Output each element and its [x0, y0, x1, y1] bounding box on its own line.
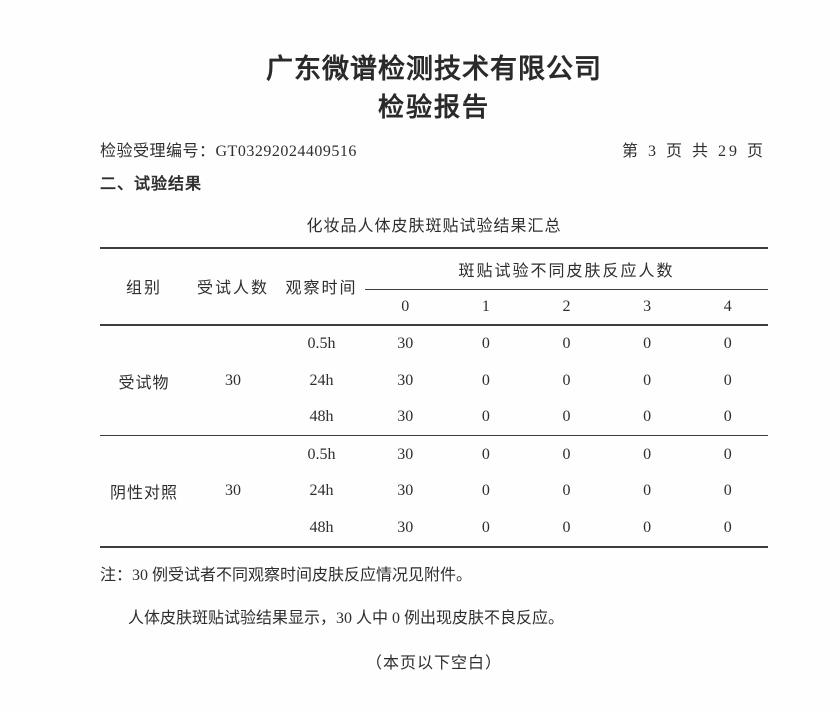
- value-cell: 0: [723, 518, 732, 536]
- column-header-group: 组别: [100, 247, 188, 326]
- table-subheader-row: 0 1 2 3 4: [100, 289, 768, 326]
- time-cell: 24h: [309, 371, 334, 389]
- value-cell: 0: [643, 371, 652, 389]
- time-cell: 48h: [309, 518, 334, 536]
- value-cell: 0: [643, 518, 652, 536]
- column-header-level-2: 2: [526, 289, 607, 326]
- value-cell: 0: [562, 518, 571, 536]
- page-indicator: 第 3 页 共 29 页: [621, 142, 766, 160]
- table-title: 化妆品人体皮肤斑贴试验结果汇总: [306, 217, 562, 235]
- value-cell: 0: [526, 398, 607, 437]
- value-cell: 0: [562, 335, 571, 353]
- value-cell: 0: [643, 335, 652, 353]
- value-cell: 30: [397, 445, 414, 463]
- value-cell: 0: [643, 482, 652, 500]
- results-table: 组别 受试人数 观察时间 斑贴试验不同皮肤反应人数 0 1 2 3 4 受试物 …: [100, 246, 768, 548]
- column-header-level-1: 1: [445, 289, 527, 326]
- value-cell: 0: [481, 482, 490, 500]
- report-title: 检验报告: [377, 92, 490, 123]
- section-heading: 二、试验结果: [100, 175, 203, 193]
- table-row: 受试物 30 0.5h 30 0 0 0 0: [100, 324, 768, 437]
- value-cell: 30: [397, 335, 414, 353]
- column-header-level-0: 0: [365, 289, 446, 326]
- value-cell: 0: [606, 398, 688, 437]
- value-cell: 0: [562, 445, 571, 463]
- table-row: 24h 30 0 0 0 0: [100, 473, 768, 510]
- column-header-reaction-span: 斑贴试验不同皮肤反应人数: [365, 247, 768, 290]
- value-cell: 0: [562, 482, 571, 500]
- table-header-row: 组别 受试人数 观察时间 斑贴试验不同皮肤反应人数: [100, 247, 768, 326]
- time-cell: 0.5h: [307, 335, 336, 353]
- value-cell: 0: [687, 398, 768, 437]
- subjects-cell: 30: [188, 324, 278, 437]
- value-cell: 0: [481, 445, 490, 463]
- column-header-subjects: 受试人数: [188, 247, 278, 326]
- table-row: 阴性对照 30 0.5h 30 0 0 0 0: [100, 436, 768, 503]
- time-cell: 24h: [309, 482, 334, 500]
- acceptance-number: 检验受理编号：GT03292024409516: [100, 142, 357, 160]
- value-cell: 0: [723, 482, 732, 500]
- table-row: 48h 30 0 0 0 0: [100, 509, 768, 547]
- value-cell: 30: [365, 398, 446, 437]
- value-cell: 30: [397, 482, 414, 500]
- value-cell: 0: [643, 445, 652, 463]
- blank-below-note: （本页以下空白）: [365, 654, 502, 672]
- note-attachment: 注：30 例受试者不同观察时间皮肤反应情况见附件。: [100, 566, 473, 584]
- time-cell: 0.5h: [307, 445, 336, 463]
- value-cell: 0: [481, 335, 490, 353]
- notes-block: 注：30 例受试者不同观察时间皮肤反应情况见附件。 人体皮肤斑贴试验结果显示，3…: [100, 561, 768, 628]
- value-cell: 0: [723, 371, 732, 389]
- time-cell: 48h: [278, 398, 365, 437]
- report-content: 广东微谱检测技术有限公司 检验报告 检验受理编号：GT0329202440951…: [100, 52, 768, 673]
- table-row: 48h 30 0 0 0 0: [100, 398, 768, 437]
- value-cell: 0: [481, 371, 490, 389]
- note-result-summary: 人体皮肤斑贴试验结果显示，30 人中 0 例出现皮肤不良反应。: [128, 609, 565, 627]
- company-title: 广东微谱检测技术有限公司: [266, 54, 602, 84]
- column-header-time: 观察时间: [278, 247, 365, 326]
- subjects-cell: 30: [225, 482, 241, 500]
- value-cell: 0: [481, 518, 490, 536]
- column-header-level-3: 3: [606, 289, 688, 326]
- value-cell: 0: [445, 398, 527, 437]
- value-cell: 0: [562, 371, 571, 389]
- value-cell: 0: [723, 335, 732, 353]
- value-cell: 30: [397, 371, 414, 389]
- group-name-cell: 受试物: [100, 324, 188, 437]
- column-header-level-4: 4: [687, 289, 768, 326]
- meta-row: 检验受理编号：GT03292024409516 第 3 页 共 29 页: [100, 137, 768, 161]
- group-name-cell: 阴性对照: [109, 485, 178, 503]
- value-cell: 0: [723, 445, 732, 463]
- value-cell: 30: [397, 518, 414, 536]
- table-row: 24h 30 0 0 0 0: [100, 362, 768, 399]
